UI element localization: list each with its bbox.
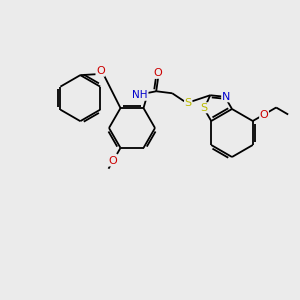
Text: O: O	[154, 68, 163, 78]
Text: NH: NH	[133, 90, 148, 100]
Text: N: N	[222, 92, 230, 102]
Text: O: O	[96, 66, 105, 76]
Text: S: S	[184, 98, 192, 108]
Text: O: O	[109, 156, 117, 166]
Text: O: O	[260, 110, 268, 119]
Text: S: S	[201, 103, 208, 113]
